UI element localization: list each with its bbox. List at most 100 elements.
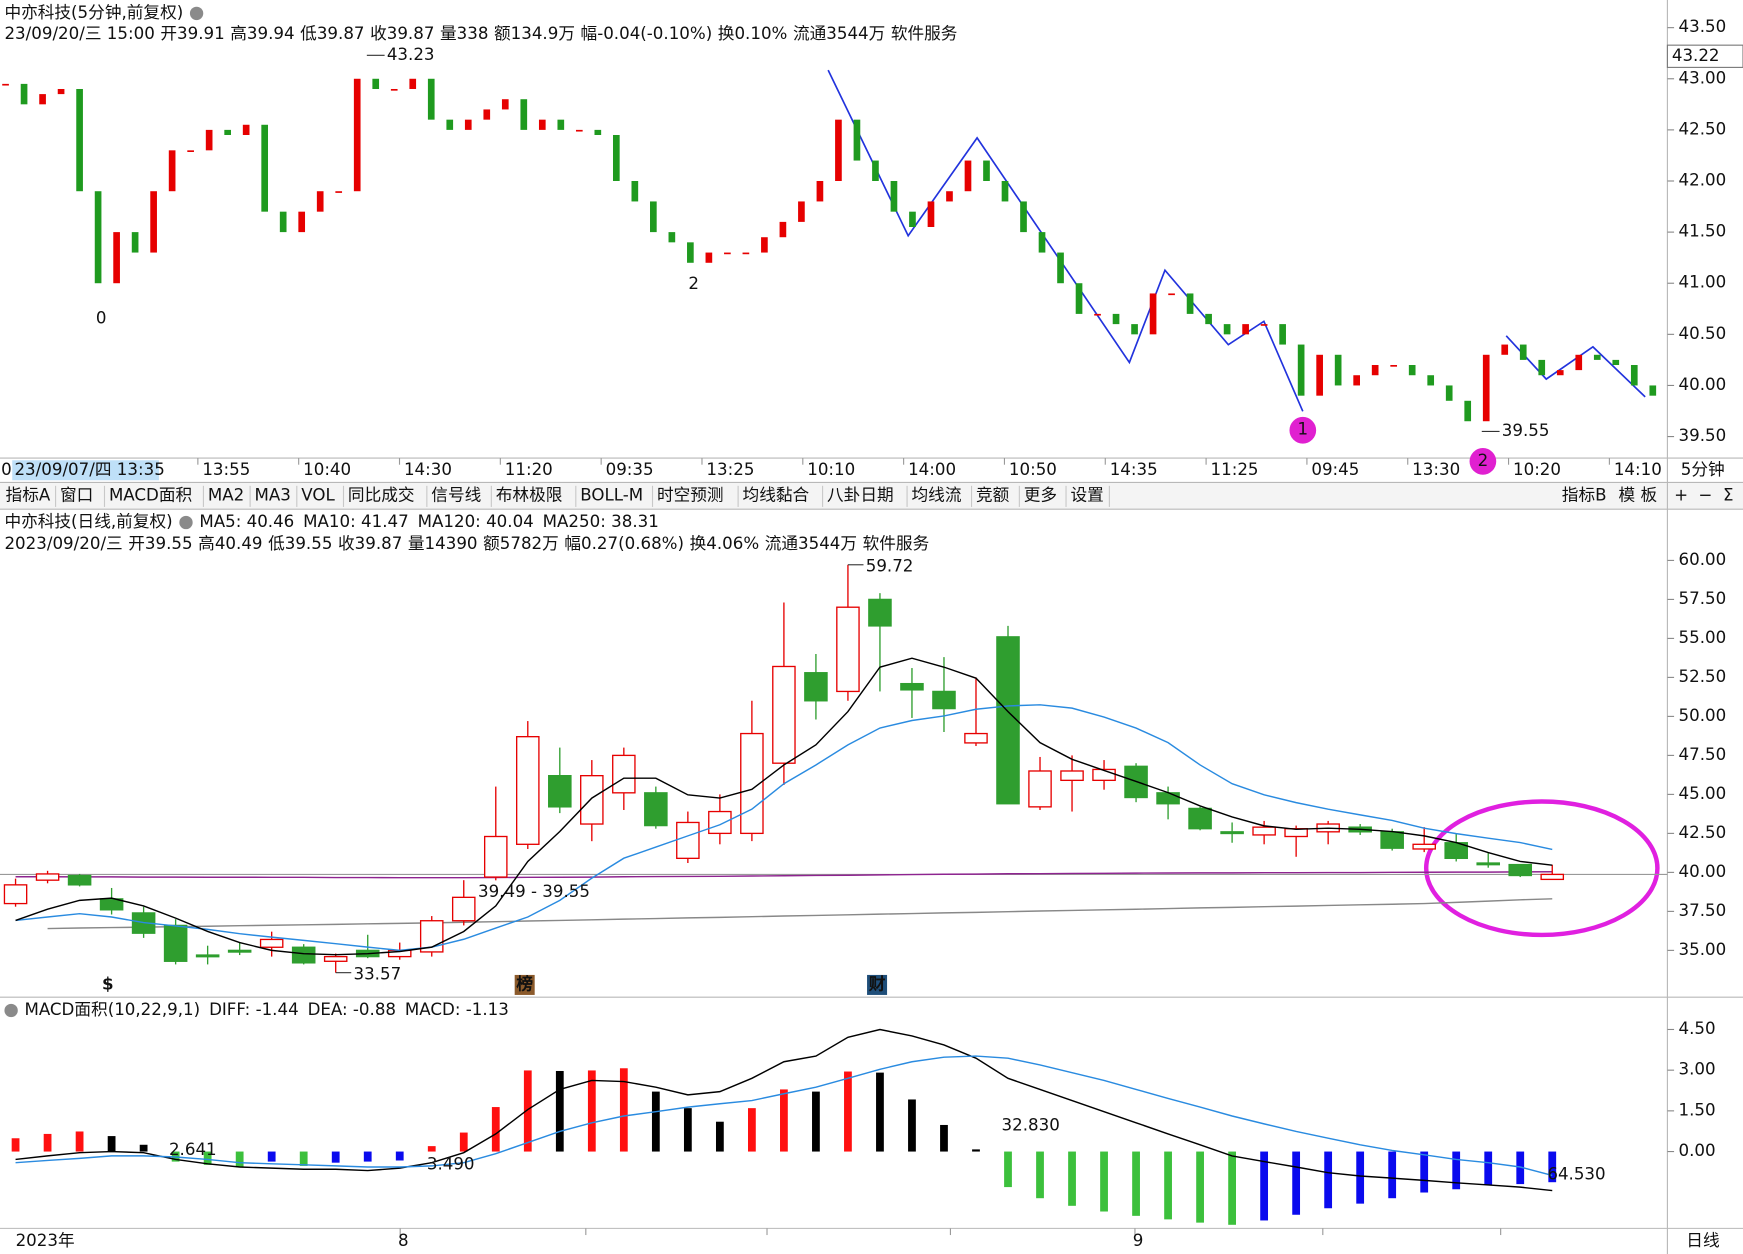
candle-body — [323, 955, 348, 962]
toolbar-button[interactable]: MA3 — [255, 485, 291, 504]
wave-badge — [1289, 416, 1317, 444]
settings-icon[interactable] — [189, 6, 204, 21]
intraday-candle — [575, 129, 583, 132]
candle-body — [1188, 807, 1212, 830]
macd-bar — [395, 1151, 404, 1161]
intraday-candle — [594, 129, 602, 135]
annotation: 33.57 — [353, 964, 401, 983]
y-tick-label: 41.50 — [1679, 222, 1727, 241]
intraday-candle — [279, 211, 287, 233]
toolbar-button[interactable]: 八卦日期 — [827, 485, 894, 504]
event-marker[interactable]: $ — [102, 974, 114, 993]
intraday-candle — [853, 119, 861, 161]
toolbar-button[interactable]: 指标A — [6, 485, 51, 504]
info-item: 额134.9万 — [494, 24, 575, 43]
intraday-candle — [1593, 354, 1601, 360]
toolbar-button[interactable]: 模 板 — [1619, 485, 1658, 504]
settings-icon[interactable] — [4, 1003, 18, 1018]
y-tick-label: 39.50 — [1679, 426, 1727, 445]
intraday-candle — [1501, 344, 1509, 355]
intraday-candle — [872, 160, 879, 181]
macd-bar — [427, 1146, 436, 1152]
toolbar-button[interactable]: 布林极限 — [496, 485, 563, 504]
last-price-box — [1666, 44, 1743, 68]
macd-bar — [972, 1149, 980, 1152]
chart-title: MACD面积(10,22,9,1) — [24, 1000, 200, 1019]
time-label: 11:20 — [505, 460, 553, 479]
intraday-candle — [390, 88, 398, 91]
toolbar-button[interactable]: 均线流 — [912, 485, 962, 504]
y-tick-label: 40.00 — [1679, 375, 1727, 394]
macd-bar — [1516, 1151, 1525, 1185]
macd-bar — [683, 1108, 692, 1152]
toolbar-button[interactable]: BOLL-M — [580, 485, 643, 504]
toolbar-button[interactable]: 指标B — [1562, 485, 1607, 504]
toolbar-button[interactable]: Σ — [1723, 485, 1734, 504]
wave-badge — [1469, 448, 1497, 475]
candle-body — [932, 690, 956, 710]
macd-bar — [1132, 1151, 1140, 1216]
macd-bar — [139, 1144, 148, 1152]
intraday-candle — [1371, 365, 1379, 376]
candle-body — [996, 636, 1020, 805]
time-label: 09:45 — [1311, 460, 1359, 479]
time-label: 10:10 — [807, 460, 855, 479]
candle-body — [900, 682, 924, 691]
macd-bar — [748, 1108, 756, 1152]
y-tick-label: 43.50 — [1679, 17, 1727, 36]
toolbar-button[interactable]: MA2 — [208, 485, 244, 504]
macd-bar — [75, 1131, 84, 1152]
info-item: 流通3544万 — [793, 24, 885, 43]
macd-bar — [235, 1151, 244, 1168]
toolbar-button[interactable]: 竞额 — [976, 485, 1010, 504]
intraday-candle — [1205, 313, 1212, 325]
intraday-candle — [1131, 324, 1138, 335]
indicator-line — [15, 871, 1553, 879]
info-item: 幅0.27(0.68%) — [564, 534, 684, 553]
info-item: 换4.06% — [690, 534, 760, 553]
time-label: 13:30 — [1412, 460, 1460, 479]
candle-body — [1252, 826, 1276, 836]
toolbar-button[interactable]: 均线黏合 — [743, 485, 810, 504]
intraday-candle — [761, 237, 768, 253]
toolbar-button[interactable]: + — [1674, 485, 1688, 504]
macd-bar — [844, 1071, 852, 1152]
toolbar-button[interactable]: 更多 — [1024, 485, 1057, 504]
event-marker[interactable]: 财 — [869, 973, 886, 993]
intraday-candle — [816, 180, 824, 202]
toolbar-button[interactable]: MACD面积 — [109, 485, 192, 504]
intraday-candle — [298, 211, 306, 233]
toolbar-button[interactable]: 窗口 — [60, 485, 93, 504]
intraday-candle — [705, 252, 713, 263]
intraday-candle — [1556, 370, 1564, 376]
macd-bar — [459, 1132, 468, 1152]
y-tick-label: 43.00 — [1679, 68, 1727, 87]
info-item: MA250: 38.31 — [543, 512, 659, 531]
toolbar-button[interactable]: VOL — [301, 485, 335, 504]
macd-bar — [555, 1070, 564, 1152]
intraday-candle — [1186, 293, 1194, 314]
intraday-candle — [1519, 344, 1527, 360]
toolbar-button[interactable]: 信号线 — [431, 485, 481, 504]
info-item: 开39.55 — [128, 534, 192, 553]
macd-bar — [1260, 1151, 1269, 1221]
toolbar-button[interactable]: 同比成交 — [348, 485, 415, 504]
y-tick-label: 40.00 — [1679, 862, 1727, 881]
intraday-candle — [168, 150, 176, 192]
macd-bar — [619, 1068, 628, 1152]
intraday-candle — [1334, 354, 1342, 386]
toolbar-button[interactable]: 设置 — [1070, 485, 1103, 504]
info-item: MACD: -1.13 — [405, 1000, 509, 1019]
toolbar-button[interactable]: 时空预测 — [657, 485, 724, 504]
event-marker[interactable]: 榜 — [516, 973, 533, 993]
y-tick-label: 42.50 — [1679, 119, 1727, 138]
intraday-candle — [1168, 293, 1175, 296]
candle-body — [163, 924, 188, 962]
intraday-candle — [612, 134, 620, 181]
toolbar-button[interactable]: − — [1699, 485, 1713, 504]
cursor-label-bg — [12, 460, 159, 481]
candle-body — [676, 821, 700, 860]
time-label: 13:25 — [706, 460, 754, 479]
y-tick-label: 50.00 — [1679, 706, 1727, 725]
settings-icon[interactable] — [179, 515, 193, 530]
